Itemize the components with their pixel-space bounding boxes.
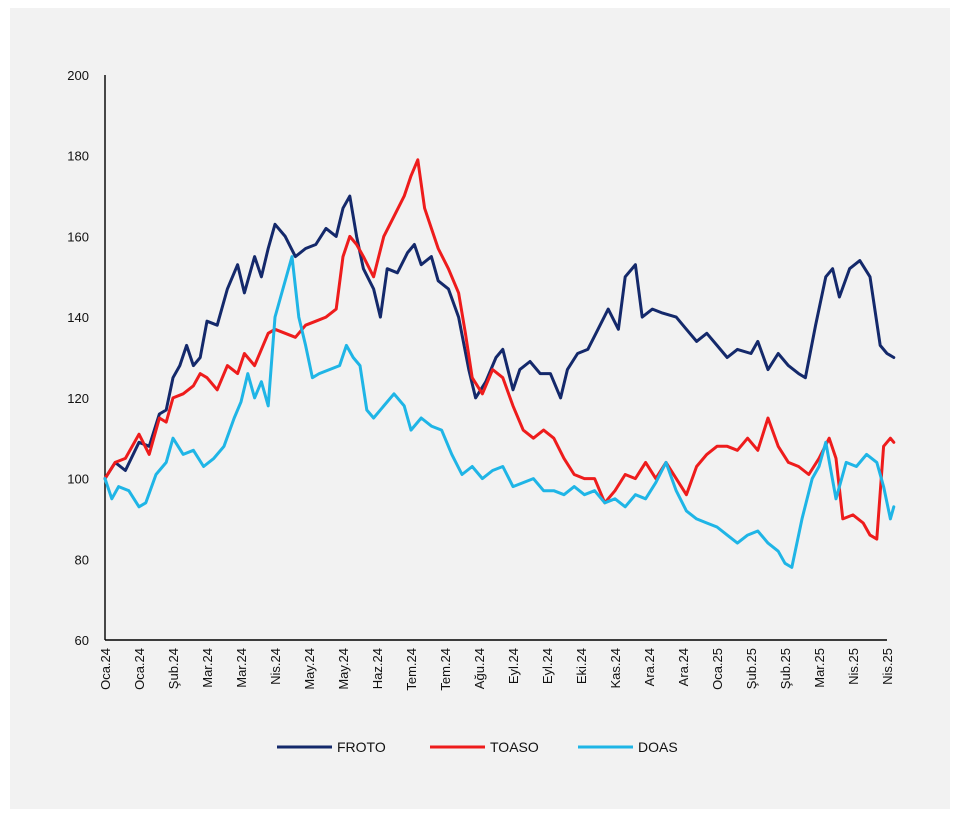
x-tick-label: Nis.24 [268,648,283,685]
x-tick-label: Ara.24 [676,648,691,686]
x-tick-label: Şub.24 [166,648,181,689]
y-tick-label: 60 [75,633,89,648]
x-tick-label: Mar.24 [234,648,249,688]
x-tick-label: Şub.25 [778,648,793,689]
x-tick-label: Oca.24 [132,648,147,690]
x-tick-label: May.24 [302,648,317,690]
y-tick-label: 120 [67,391,89,406]
x-tick-label: Oca.25 [710,648,725,690]
legend-label-froto: FROTO [337,739,386,755]
x-tick-label: Ara.24 [642,648,657,686]
y-tick-label: 160 [67,229,89,244]
x-tick-label: Mar.24 [200,648,215,688]
x-tick-label: Nis.25 [880,648,895,685]
series-line-doas [103,255,896,569]
y-tick-label: 140 [67,310,89,325]
x-tick-label: Eki.24 [574,648,589,684]
y-tick-label: 80 [75,552,89,567]
x-tick-label: May.24 [336,648,351,690]
legend-label-doas: DOAS [638,739,678,755]
x-tick-label: Kas.24 [608,648,623,688]
x-tick-label: Nis.25 [846,648,861,685]
y-axis: 60 80 100 120 140 160 180 200 [67,68,106,648]
series-layer [103,158,896,569]
legend: FROTO TOASO DOAS [277,739,678,755]
x-tick-label: Oca.24 [98,648,113,690]
x-tick-label: Eyl.24 [540,648,555,684]
x-tick-label: Şub.25 [744,648,759,689]
y-tick-label: 200 [67,68,89,83]
legend-label-toaso: TOASO [490,739,539,755]
x-tick-label: Ağu.24 [472,648,487,689]
x-axis: Oca.24 Oca.24 Şub.24 Mar.24 Mar.24 Nis.24 May.… [98,639,895,691]
x-tick-label: Eyl.24 [506,648,521,684]
x-tick-label: Tem.24 [438,648,453,691]
x-tick-label: Tem.24 [404,648,419,691]
x-tick-label: Mar.25 [812,648,827,688]
y-tick-label: 180 [67,149,89,164]
y-tick-label: 100 [67,472,89,487]
x-tick-label: Haz.24 [370,648,385,689]
series-line-toaso [103,158,896,541]
